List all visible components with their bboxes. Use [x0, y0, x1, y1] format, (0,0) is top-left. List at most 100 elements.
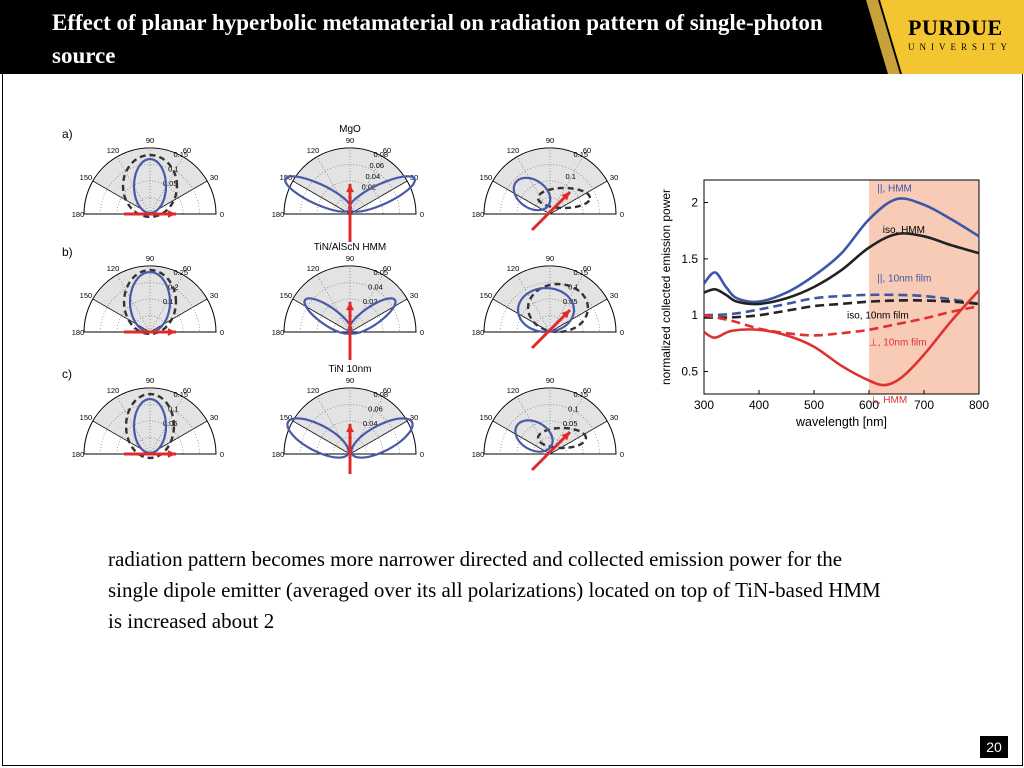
shaded-region — [869, 180, 979, 394]
dipole-arrowhead — [561, 192, 570, 201]
x-tick-label: 400 — [749, 398, 769, 412]
angle-label: 90 — [146, 376, 154, 385]
polar-ring — [133, 437, 167, 455]
polar-spoke — [149, 298, 208, 333]
row-label: a) — [62, 127, 73, 141]
polar-plot: 180 150 120 90 60 30 0 0.08 0.06 0.04 — [272, 376, 424, 474]
polar-plot: 180 150 120 90 60 30 0 0.15 0.1 0.05 — [472, 376, 624, 472]
polar-ring — [333, 197, 367, 215]
x-tick-label: 700 — [914, 398, 934, 412]
series-line — [703, 293, 980, 317]
y-tick-label: 1.5 — [681, 252, 698, 266]
polar-spoke — [549, 420, 608, 455]
angle-label: 90 — [346, 136, 354, 145]
slide-caption: radiation pattern becomes more narrower … — [108, 547, 881, 633]
polar-spoke — [492, 420, 551, 455]
angle-label: 30 — [610, 291, 618, 300]
radial-label: 0.15 — [173, 390, 188, 399]
polar-spoke — [316, 274, 351, 333]
angle-label: 0 — [220, 450, 224, 459]
polar-plot: 180 150 120 90 60 30 0 0.15 0.1 0.05 — [472, 254, 624, 350]
angle-label: 30 — [210, 173, 218, 182]
polar-spoke — [149, 274, 184, 333]
series-annotation: ⊥, 10nm film — [869, 338, 927, 349]
polar-plot: 180 150 120 90 60 30 0 0.15 0.1 — [472, 136, 624, 232]
dashed-lobe — [536, 426, 588, 450]
dashed-lobe — [122, 268, 178, 336]
angle-label: 0 — [220, 210, 224, 219]
polar-spoke — [349, 298, 408, 333]
angle-label: 180 — [272, 210, 285, 219]
solid-lobe — [283, 175, 353, 213]
angle-label: 150 — [80, 173, 93, 182]
plot-frame — [703, 179, 980, 395]
angle-label: 150 — [280, 291, 293, 300]
radial-label: 0.15 — [573, 150, 588, 159]
polar-spoke — [116, 274, 151, 333]
x-tick-label: 800 — [969, 398, 989, 412]
slide-header — [0, 0, 1024, 74]
angle-label: 120 — [107, 386, 120, 395]
angle-label: 30 — [410, 291, 418, 300]
row-label: c) — [62, 367, 72, 381]
angle-label: 0 — [620, 450, 624, 459]
angle-label: 120 — [307, 146, 320, 155]
angle-label: 180 — [272, 450, 285, 459]
angle-label: 30 — [410, 413, 418, 422]
polar-spoke — [149, 420, 208, 455]
series-annotation: ⊥, HMM — [869, 395, 907, 406]
solid-lobe — [132, 397, 168, 455]
radial-label: 0.08 — [373, 150, 388, 159]
radial-label: 0.04 — [366, 172, 381, 181]
angle-label: 90 — [346, 376, 354, 385]
angle-label: 120 — [507, 386, 520, 395]
radial-label: 0.15 — [573, 268, 588, 277]
radial-label: 0.05 — [563, 297, 578, 306]
radial-label: 0.1 — [566, 172, 576, 181]
polar-spoke — [292, 298, 351, 333]
polar-spoke — [549, 298, 608, 333]
polar-spoke — [316, 156, 351, 215]
angle-label: 180 — [72, 328, 85, 337]
angle-label: 180 — [72, 210, 85, 219]
angle-label: 90 — [146, 254, 154, 263]
angle-label: 120 — [507, 264, 520, 273]
radial-label: 0.25 — [173, 268, 188, 277]
series-line — [703, 304, 980, 337]
y-axis-label: normalized collected emission power — [659, 189, 673, 385]
series-annotation: iso, HMM — [883, 225, 925, 236]
polar-spoke — [349, 396, 384, 455]
angle-label: 90 — [146, 136, 154, 145]
angle-label: 120 — [307, 264, 320, 273]
dipole-arrow — [530, 190, 572, 232]
dashed-lobe — [536, 186, 592, 210]
radial-label: 0.1 — [163, 297, 173, 306]
radial-label: 0.05 — [563, 419, 578, 428]
dipole-arrowhead — [167, 450, 176, 458]
y-tick-label: 0.5 — [681, 364, 698, 378]
dipole-arrow — [530, 308, 572, 350]
angle-label: 180 — [472, 328, 485, 337]
x-tick-label: 600 — [859, 398, 879, 412]
polar-spoke — [549, 396, 584, 455]
emission-chart: 300 400 500 600 700 800 0.5 1 1.5 2 wavelength [nm… — [659, 179, 989, 429]
angle-label: 90 — [546, 136, 554, 145]
radial-label: 0.1 — [568, 405, 578, 414]
solid-lobe — [132, 157, 168, 215]
polar-spoke — [349, 274, 384, 333]
angle-label: 60 — [183, 146, 191, 155]
polar-spoke — [292, 180, 351, 215]
radial-label: 0.15 — [173, 150, 188, 159]
angle-label: 180 — [472, 450, 485, 459]
x-tick-label: 300 — [694, 398, 714, 412]
angle-label: 0 — [620, 210, 624, 219]
radial-label: 0.05 — [373, 268, 388, 277]
polar-plot: 180 150 120 90 60 30 0 0.15 0.1 0.05 — [72, 376, 224, 460]
angle-label: 150 — [480, 413, 493, 422]
logo-text: PURDUE — [908, 15, 1003, 40]
radial-label: 0.1 — [168, 405, 178, 414]
radial-label: 0.02 — [363, 297, 378, 306]
